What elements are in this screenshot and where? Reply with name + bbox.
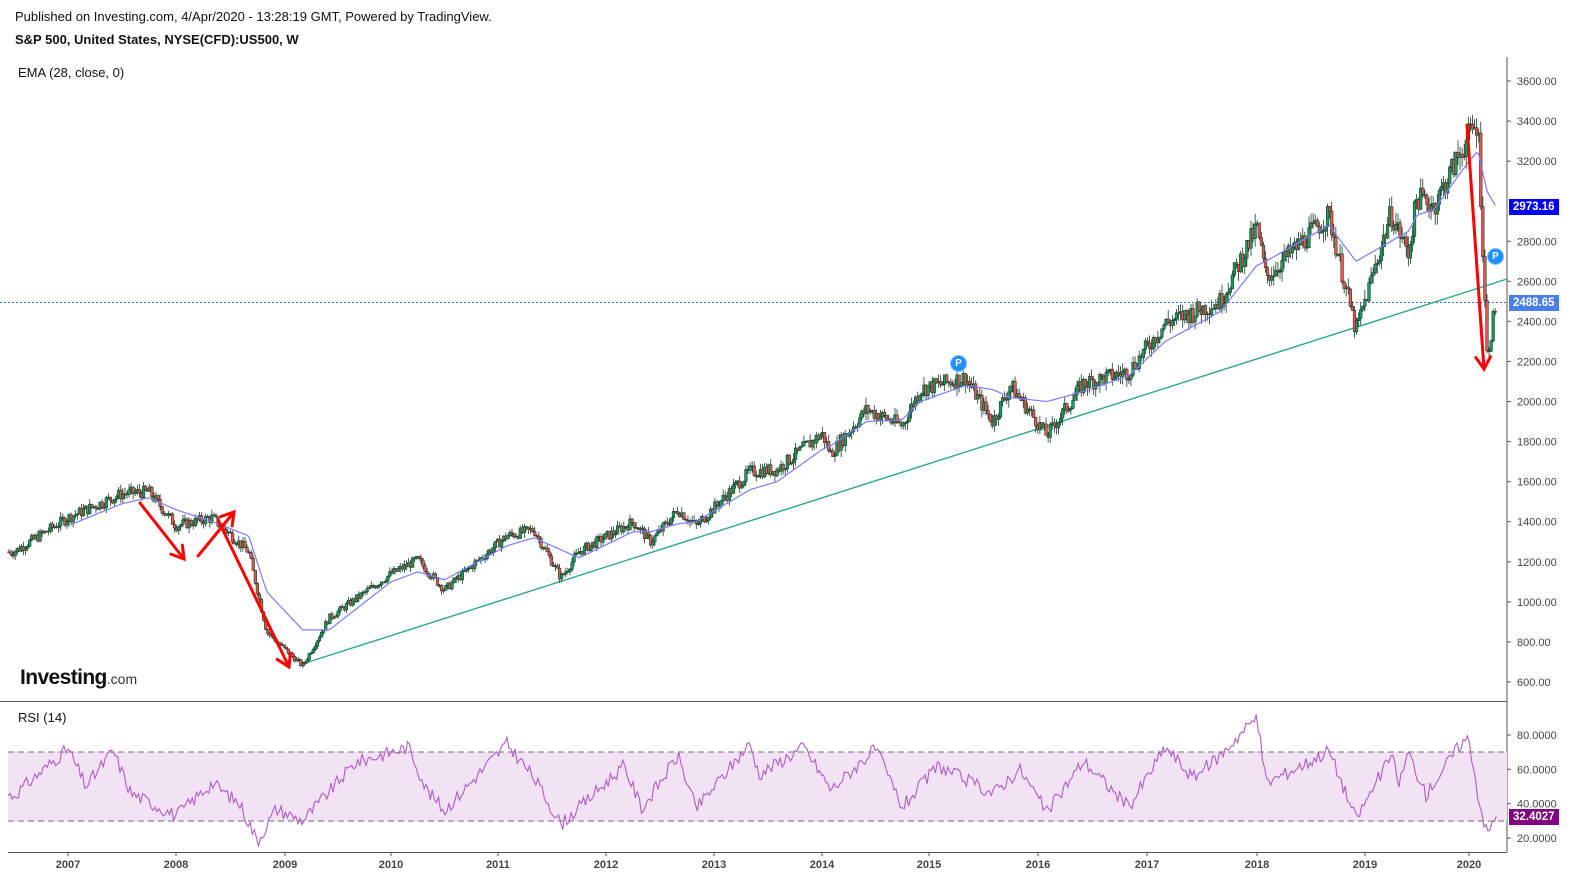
arrow-down-2008-icon[interactable] <box>138 501 186 562</box>
svg-text:40.0000: 40.0000 <box>1517 799 1557 811</box>
svg-text:2007: 2007 <box>56 859 80 871</box>
price-axis-ticks: 3600.00 3400.00 3200.00 2800.00 2600.00 2400.… <box>1507 76 1557 689</box>
svg-text:1800.00: 1800.00 <box>1517 437 1557 449</box>
svg-text:3400.00: 3400.00 <box>1517 116 1557 128</box>
svg-text:20.0000: 20.0000 <box>1517 833 1557 845</box>
svg-text:2000.00: 2000.00 <box>1517 397 1557 409</box>
svg-text:2018: 2018 <box>1245 859 1269 871</box>
ema-line <box>70 151 1496 631</box>
svg-text:2012: 2012 <box>594 859 618 871</box>
arrow-down-2008-crash-icon[interactable] <box>216 518 292 670</box>
published-info: Published on Investing.com, 4/Apr/2020 -… <box>15 9 492 24</box>
svg-text:1600.00: 1600.00 <box>1517 477 1557 489</box>
svg-text:1400.00: 1400.00 <box>1517 517 1557 529</box>
svg-text:2019: 2019 <box>1353 859 1377 871</box>
arrow-down-2020-crash-icon[interactable] <box>1465 123 1492 372</box>
svg-text:2800.00: 2800.00 <box>1517 236 1557 248</box>
svg-text:800.00: 800.00 <box>1517 637 1551 649</box>
logo-text: Investing <box>20 666 107 689</box>
svg-text:2009: 2009 <box>273 859 297 871</box>
published-idea-pin-icon[interactable]: P <box>951 356 966 371</box>
svg-text:2014: 2014 <box>810 859 835 871</box>
svg-text:2016: 2016 <box>1026 859 1050 871</box>
svg-text:1000.00: 1000.00 <box>1517 597 1557 609</box>
svg-text:80.0000: 80.0000 <box>1517 730 1557 742</box>
ema-indicator-label[interactable]: EMA (28, close, 0) <box>18 65 125 80</box>
symbol-title: S&P 500, United States, NYSE(CFD):US500,… <box>15 32 299 47</box>
investing-logo: Investing.com <box>20 666 137 690</box>
rsi-indicator-label[interactable]: RSI (14) <box>18 710 67 725</box>
last-price-badge: 2973.16 <box>1509 199 1559 215</box>
time-axis-ticks: 2007 2008 2009 2010 2011 2012 2013 2014 2015 2016… <box>56 852 1481 871</box>
svg-text:2011: 2011 <box>486 859 510 871</box>
arrow-annotations[interactable] <box>138 123 1492 670</box>
rsi-line <box>7 714 1497 847</box>
svg-text:3200.00: 3200.00 <box>1517 156 1557 168</box>
svg-text:2015: 2015 <box>917 859 941 871</box>
svg-text:2400.00: 2400.00 <box>1517 316 1557 328</box>
svg-text:2200.00: 2200.00 <box>1517 356 1557 368</box>
svg-text:600.00: 600.00 <box>1517 677 1551 689</box>
svg-text:2010: 2010 <box>379 859 403 871</box>
candlesticks <box>7 114 1497 669</box>
svg-text:2017: 2017 <box>1135 859 1159 871</box>
svg-text:1200.00: 1200.00 <box>1517 557 1557 569</box>
svg-text:3600.00: 3600.00 <box>1517 76 1557 88</box>
rsi-value-badge: 32.4027 <box>1509 809 1559 825</box>
trendline[interactable] <box>298 278 1508 666</box>
arrow-up-2008-icon[interactable] <box>196 509 236 558</box>
svg-text:2013: 2013 <box>702 859 726 871</box>
logo-suffix: .com <box>106 671 138 687</box>
hline-price-badge: 2488.65 <box>1509 295 1559 311</box>
svg-text:2020: 2020 <box>1457 859 1481 871</box>
svg-text:60.0000: 60.0000 <box>1517 764 1557 776</box>
rsi-axis-ticks: 80.0000 60.0000 40.0000 20.0000 <box>1507 730 1557 845</box>
svg-text:2600.00: 2600.00 <box>1517 276 1557 288</box>
svg-text:2008: 2008 <box>164 859 188 871</box>
rsi-band-fill <box>8 752 1507 821</box>
published-idea-pin-icon[interactable]: P <box>1488 249 1503 264</box>
